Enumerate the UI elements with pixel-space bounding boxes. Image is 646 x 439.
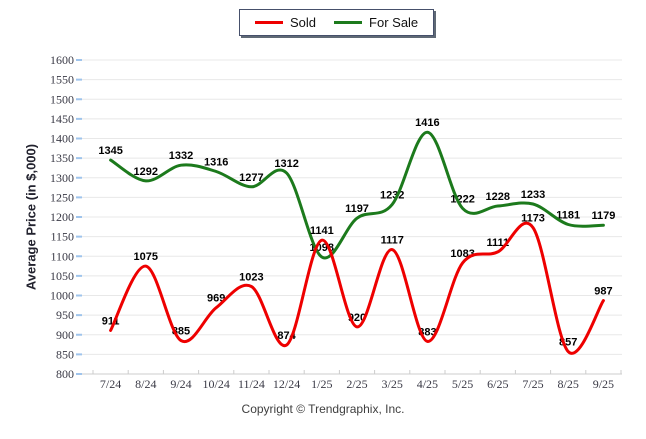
data-label-sold: 1141 bbox=[310, 225, 334, 237]
y-tick-label: 1200 bbox=[50, 210, 74, 224]
data-label-for-sale: 1197 bbox=[345, 203, 369, 215]
x-tick-label: 5/25 bbox=[452, 377, 473, 391]
y-tick-label: 1500 bbox=[50, 92, 74, 106]
y-tick-label: 1100 bbox=[50, 249, 74, 263]
y-axis-title: Average Price (in $,000) bbox=[23, 143, 39, 291]
data-label-for-sale: 1316 bbox=[204, 156, 228, 168]
legend-item-for-sale: For Sale bbox=[334, 16, 418, 29]
data-label-sold: 1083 bbox=[450, 248, 474, 260]
data-label-for-sale: 1232 bbox=[380, 189, 404, 201]
data-label-sold: 1173 bbox=[521, 213, 545, 225]
y-tick-label: 1400 bbox=[50, 132, 74, 146]
axis-lines bbox=[82, 370, 622, 375]
series-sold: 9111075885969102387411419201117883108311… bbox=[102, 213, 613, 355]
x-tick-label: 3/25 bbox=[382, 377, 403, 391]
data-label-for-sale: 1292 bbox=[134, 166, 158, 178]
y-tick-label: 1600 bbox=[50, 53, 74, 67]
y-tick-label: 1550 bbox=[50, 73, 74, 87]
data-label-for-sale: 1181 bbox=[556, 209, 580, 221]
data-label-sold: 987 bbox=[594, 286, 612, 298]
data-label-for-sale: 1179 bbox=[591, 210, 615, 222]
y-tick-label: 950 bbox=[56, 308, 74, 322]
for-sale-line bbox=[109, 130, 605, 260]
data-label-for-sale: 1312 bbox=[274, 158, 298, 170]
x-tick-label: 11/24 bbox=[238, 377, 265, 391]
for-sale-line-swatch bbox=[334, 21, 363, 24]
series-lines-and-labels: 1345129213321316127713121098119712321416… bbox=[98, 117, 615, 355]
data-label-sold: 1117 bbox=[381, 235, 404, 247]
data-label-for-sale: 1345 bbox=[98, 145, 122, 157]
y-tick-label: 1450 bbox=[50, 112, 74, 126]
x-tick-label: 7/24 bbox=[100, 377, 121, 391]
legend-label-sold: Sold bbox=[290, 15, 317, 30]
data-label-for-sale: 1233 bbox=[521, 189, 545, 201]
data-label-for-sale: 1277 bbox=[239, 172, 263, 184]
y-tick-label: 900 bbox=[56, 328, 74, 342]
sold-line bbox=[109, 221, 605, 355]
y-tick-label: 1150 bbox=[50, 230, 74, 244]
sold-line-swatch bbox=[255, 21, 283, 24]
data-label-for-sale: 1228 bbox=[486, 191, 510, 203]
copyright-text: Copyright © Trendgraphix, Inc. bbox=[241, 402, 405, 416]
x-tick-label: 8/25 bbox=[558, 377, 579, 391]
x-tick-label: 12/24 bbox=[273, 377, 300, 391]
x-tick-label: 10/24 bbox=[203, 377, 230, 391]
data-label-sold: 1023 bbox=[239, 271, 263, 283]
data-label-sold: 1075 bbox=[134, 251, 158, 263]
legend: Sold For Sale bbox=[239, 9, 435, 36]
y-tick-label: 850 bbox=[56, 347, 74, 361]
x-tick-label: 8/24 bbox=[135, 377, 156, 391]
y-tick-label: 1300 bbox=[50, 171, 74, 185]
x-tick-label: 9/25 bbox=[593, 377, 614, 391]
data-label-for-sale: 1332 bbox=[169, 150, 193, 162]
x-axis-tick-labels: 7/24 8/24 9/24 10/24 11/24 12/24 1/25 2/25 3/25 4… bbox=[100, 377, 614, 391]
x-tick-label: 2/25 bbox=[346, 377, 367, 391]
legend-label-for-sale: For Sale bbox=[369, 15, 419, 30]
y-tick-label: 1350 bbox=[50, 151, 74, 165]
y-tick-label: 1050 bbox=[50, 269, 74, 283]
x-tick-label: 6/25 bbox=[487, 377, 508, 391]
x-tick-label: 4/25 bbox=[417, 377, 438, 391]
legend-item-sold: Sold bbox=[255, 16, 316, 29]
y-tick-label: 1000 bbox=[50, 289, 74, 303]
series-for-sale: 1345129213321316127713121098119712321416… bbox=[98, 117, 615, 260]
y-tick-label: 1250 bbox=[50, 190, 74, 204]
gridlines bbox=[82, 59, 622, 355]
data-label-for-sale: 1416 bbox=[415, 117, 439, 129]
y-axis-tick-labels: 800 850 900 950 1000 1050 1100 1150 1200 1250 1300… bbox=[50, 53, 74, 381]
y-tick-label: 800 bbox=[56, 367, 74, 381]
y-axis-ticks bbox=[76, 59, 82, 375]
x-tick-label: 9/24 bbox=[170, 377, 191, 391]
x-tick-label: 1/25 bbox=[311, 377, 332, 391]
x-tick-label: 7/25 bbox=[522, 377, 543, 391]
